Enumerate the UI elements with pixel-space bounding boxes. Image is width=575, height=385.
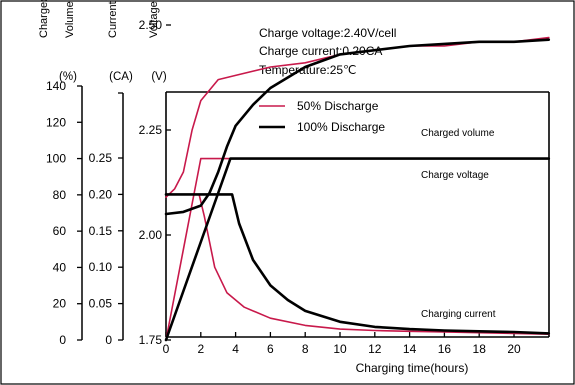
volume-tick-label: 60 — [53, 224, 67, 238]
volume-tick-label: 0 — [59, 333, 66, 347]
volume-axis-header-1: Charged — [38, 0, 50, 38]
voltage-axis-unit: (V) — [151, 71, 167, 83]
volume-tick-label: 120 — [46, 115, 66, 129]
x-tick-label: 8 — [302, 342, 309, 356]
condition-charge-current: Charge current:0.20CA — [259, 44, 382, 58]
voltage-tick-label: 2.50 — [139, 18, 163, 32]
x-axis-title: Charging time(hours) — [356, 361, 469, 375]
plot-area — [166, 91, 550, 337]
x-tick-label: 18 — [473, 342, 487, 356]
volume-axis-unit: (%) — [59, 71, 77, 83]
series-100pct-charged-volume — [164, 157, 551, 342]
x-tick-label: 4 — [232, 342, 239, 356]
x-tick-label: 12 — [368, 342, 382, 356]
volume-tick-label: 40 — [53, 260, 67, 274]
current-tick-label: 0 — [105, 333, 112, 347]
current-axis: 0 0.05 0.10 0.15 0.20 0.25 — [89, 92, 124, 347]
legend-label-50: 50% Discharge — [297, 99, 379, 113]
current-tick-label: 0.10 — [89, 260, 113, 274]
x-tick-label: 0 — [163, 342, 170, 356]
voltage-tick-label: 2.00 — [139, 228, 163, 242]
volume-tick-label: 140 — [46, 79, 66, 93]
x-tick-label: 6 — [267, 342, 274, 356]
x-axis: 0 2 4 6 8 10 12 14 16 18 20 — [163, 332, 549, 356]
curve-label-charged-volume: Charged volume — [421, 128, 495, 139]
x-tick-label: 20 — [507, 342, 521, 356]
current-tick-label: 0.20 — [89, 187, 113, 201]
legend-label-100: 100% Discharge — [297, 120, 385, 134]
voltage-tick-label: 2.25 — [139, 123, 163, 137]
volume-tick-label: 80 — [53, 188, 67, 202]
series-100pct-charge-voltage — [164, 38, 551, 216]
curve-label-charging-current: Charging current — [421, 309, 496, 320]
voltage-tick-label: 1.75 — [139, 333, 163, 347]
current-axis-unit: (CA) — [109, 71, 133, 83]
volume-axis: 0 20 40 60 80 100 120 140 — [46, 79, 83, 347]
series-layer — [164, 36, 551, 342]
x-tick-label: 10 — [333, 342, 347, 356]
condition-charge-voltage: Charge voltage:2.40V/cell — [259, 26, 396, 40]
current-axis-header: Current — [107, 1, 119, 38]
x-tick-label: 14 — [403, 342, 417, 356]
x-tick-label: 2 — [197, 342, 204, 356]
volume-axis-header-2: Volume — [64, 1, 76, 38]
x-tick-label: 16 — [438, 342, 452, 356]
volume-tick-label: 100 — [46, 152, 66, 166]
legend: 50% Discharge 100% Discharge — [259, 99, 385, 134]
curve-label-charge-voltage: Charge voltage — [421, 170, 489, 181]
voltage-axis-header: Voltage — [148, 1, 160, 38]
current-tick-label: 0.25 — [89, 151, 113, 165]
volume-tick-label: 20 — [53, 297, 67, 311]
current-tick-label: 0.15 — [89, 224, 113, 238]
series-100pct-charging-current — [164, 193, 551, 335]
current-tick-label: 0.05 — [89, 297, 113, 311]
condition-temperature: Temperature:25℃ — [259, 63, 357, 77]
